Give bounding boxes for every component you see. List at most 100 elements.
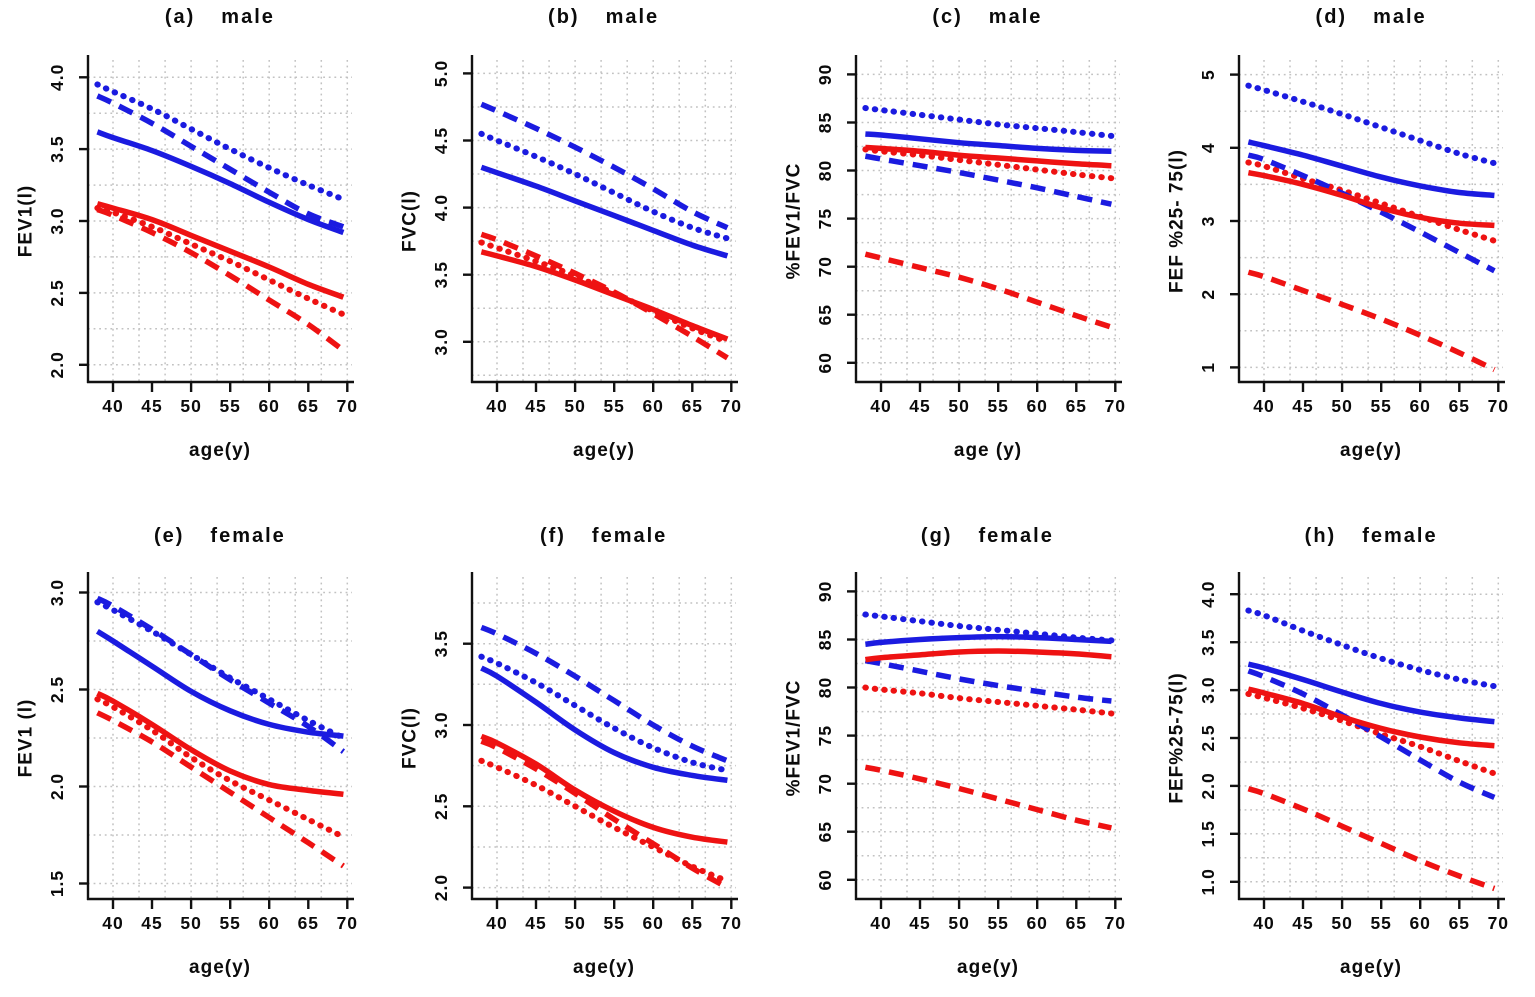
series-red-dashed bbox=[1247, 269, 1496, 373]
panel-title-group: female bbox=[591, 524, 668, 547]
y-tick-label: 70 bbox=[815, 772, 835, 793]
series-blue-dotted bbox=[861, 105, 1114, 139]
x-tick-label: 55 bbox=[1371, 396, 1392, 416]
x-tick-label: 55 bbox=[603, 913, 624, 933]
x-tick-label: 45 bbox=[525, 396, 546, 416]
series-red-dashed bbox=[864, 764, 1112, 831]
y-tick-label: 4.0 bbox=[47, 64, 67, 91]
y-tick-label: 65 bbox=[815, 820, 835, 841]
series-blue-dotted bbox=[478, 653, 731, 773]
panel-title-group: male bbox=[605, 6, 660, 28]
x-tick-label: 60 bbox=[642, 396, 663, 416]
series-red-dashed bbox=[480, 231, 729, 361]
x-tick-label: 40 bbox=[1254, 396, 1275, 416]
x-tick-label: 55 bbox=[987, 913, 1008, 933]
y-tick-label: 60 bbox=[815, 869, 835, 890]
panel-title: (b) male bbox=[412, 6, 796, 29]
series-blue-dashed bbox=[864, 657, 1112, 704]
series-red-solid bbox=[96, 690, 344, 797]
x-tick-label: 40 bbox=[1254, 913, 1275, 933]
series-red-dashed bbox=[1247, 785, 1496, 891]
y-tick-label: 70 bbox=[815, 256, 835, 277]
x-tick-label: 60 bbox=[1026, 913, 1047, 933]
y-tick-label: 2 bbox=[1198, 289, 1218, 300]
series-red-dashed bbox=[864, 251, 1112, 330]
y-tick-label: 2.0 bbox=[431, 873, 451, 900]
y-tick-label: 75 bbox=[815, 724, 835, 745]
series-blue-dotted bbox=[1245, 607, 1498, 689]
series-red-dotted bbox=[1245, 159, 1498, 244]
x-tick-label: 65 bbox=[1065, 396, 1086, 416]
y-tick-label: 85 bbox=[815, 112, 835, 133]
y-tick-label: 1 bbox=[1198, 362, 1218, 373]
series-red-dashed bbox=[480, 738, 729, 890]
x-tick-label: 70 bbox=[720, 913, 741, 933]
panel-title: (h) female bbox=[1179, 525, 1535, 548]
x-tick-label: 50 bbox=[948, 913, 969, 933]
panel-title-letter: (b) bbox=[548, 6, 580, 28]
plot-canvas-h: 1.0 1.5 2.0 2.5 3.0 3.5 4.0 40 45 50 55 60 65 70 FEF%2… bbox=[1167, 571, 1509, 978]
y-tick-label: 4.5 bbox=[431, 127, 451, 154]
x-tick-label: 40 bbox=[486, 396, 507, 416]
panel-f: (f) female 2.0 2.5 3.0 3.5 40 45 50 55 60 65 70 FVC… bbox=[384, 499, 768, 997]
plot-canvas-e: 1.5 2.0 2.5 3.0 40 45 50 55 60 65 70 FEV1 (l) age(y) bbox=[16, 571, 357, 978]
panel-title-letter: (e) bbox=[153, 524, 185, 547]
panel-g: (g) female 60 65 70 75 80 85 90 40 45 50 55 60 65 70%… bbox=[768, 499, 1152, 997]
series-red-solid bbox=[96, 201, 345, 300]
panel-title-letter: (h) bbox=[1304, 524, 1337, 547]
y-tick-label: 80 bbox=[815, 676, 835, 697]
plot-canvas-g: 60 65 70 75 80 85 90 40 45 50 55 60 65 70 %FEV1/FVC age… bbox=[783, 571, 1125, 978]
panel-title-group: male bbox=[988, 6, 1043, 28]
series-red-dotted bbox=[478, 757, 731, 884]
plot-canvas-c: 60 65 70 75 80 85 90 40 45 50 55 60 65 70 %FEV1/FVC age… bbox=[783, 55, 1125, 461]
series-red-solid bbox=[864, 647, 1112, 662]
x-tick-label: 70 bbox=[1104, 396, 1125, 416]
series-blue-solid bbox=[480, 164, 728, 259]
series-red-dotted bbox=[861, 684, 1114, 716]
x-tick-label: 55 bbox=[219, 396, 240, 416]
y-tick-label: 2.0 bbox=[1198, 772, 1218, 799]
series-blue-dotted bbox=[478, 130, 731, 242]
x-tick-label: 70 bbox=[1104, 913, 1125, 933]
series-blue-dashed bbox=[1247, 667, 1496, 800]
x-tick-label: 70 bbox=[1488, 396, 1509, 416]
panel-title: (a) male bbox=[28, 6, 412, 29]
series-red-solid bbox=[480, 733, 728, 845]
x-tick-label: 65 bbox=[1449, 913, 1470, 933]
x-tick-label: 40 bbox=[486, 913, 507, 933]
panel-h: (h) female 1.0 1.5 2.0 2.5 3.0 3.5 4.0 40 45 50 55… bbox=[1151, 499, 1535, 997]
y-tick-label: 3 bbox=[1198, 216, 1218, 227]
series-blue-dotted bbox=[1245, 82, 1498, 167]
y-tick-label: 90 bbox=[815, 580, 835, 601]
x-tick-label: 55 bbox=[987, 396, 1008, 416]
x-tick-label: 45 bbox=[141, 913, 162, 933]
panel-title: (c) male bbox=[796, 6, 1180, 29]
x-tick-label: 40 bbox=[102, 396, 123, 416]
y-tick-label: 90 bbox=[815, 64, 835, 85]
y-tick-label: 3.0 bbox=[431, 711, 451, 738]
x-tick-label: 65 bbox=[298, 396, 319, 416]
y-tick-label: 3.0 bbox=[47, 207, 67, 234]
panel-a: (a) male 2.0 2.5 3.0 3.5 4.0 40 45 50 55 60 65 70 FE… bbox=[0, 0, 384, 499]
y-tick-label: 3.5 bbox=[431, 261, 451, 288]
panel-title: (g) female bbox=[796, 525, 1180, 548]
y-tick-label: 5 bbox=[1198, 69, 1218, 80]
x-tick-label: 50 bbox=[180, 913, 201, 933]
y-tick-label: 85 bbox=[815, 628, 835, 649]
series-red-solid bbox=[480, 249, 729, 342]
y-tick-label: 2.0 bbox=[47, 351, 67, 378]
y-tick-label: 3.5 bbox=[1198, 628, 1218, 655]
y-tick-label: 1.5 bbox=[47, 869, 67, 896]
x-tick-label: 65 bbox=[681, 913, 702, 933]
x-tick-label: 70 bbox=[1488, 913, 1509, 933]
series-blue-dotted bbox=[94, 598, 347, 741]
x-tick-label: 40 bbox=[870, 913, 891, 933]
x-tick-label: 45 bbox=[909, 396, 930, 416]
series-blue-solid bbox=[864, 633, 1112, 647]
x-tick-label: 45 bbox=[909, 913, 930, 933]
panel-title-group: male bbox=[221, 6, 275, 28]
y-tick-label: 60 bbox=[815, 352, 835, 373]
panel-title: (d) male bbox=[1179, 6, 1535, 29]
